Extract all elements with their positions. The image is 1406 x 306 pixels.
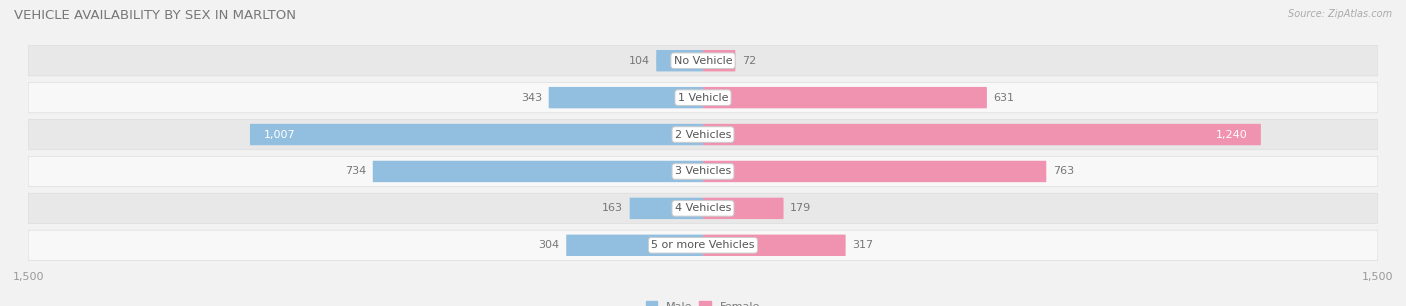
Text: 2 Vehicles: 2 Vehicles [675, 129, 731, 140]
Text: 4 Vehicles: 4 Vehicles [675, 203, 731, 213]
Text: 3 Vehicles: 3 Vehicles [675, 166, 731, 177]
Text: Source: ZipAtlas.com: Source: ZipAtlas.com [1288, 9, 1392, 19]
Text: 317: 317 [852, 240, 873, 250]
FancyBboxPatch shape [28, 83, 1378, 113]
FancyBboxPatch shape [28, 119, 1378, 150]
Text: 343: 343 [520, 93, 541, 103]
Text: 72: 72 [742, 56, 756, 66]
FancyBboxPatch shape [703, 124, 1261, 145]
FancyBboxPatch shape [703, 198, 783, 219]
FancyBboxPatch shape [548, 87, 703, 108]
Text: 304: 304 [538, 240, 560, 250]
FancyBboxPatch shape [567, 235, 703, 256]
Text: 104: 104 [628, 56, 650, 66]
Text: 1,240: 1,240 [1216, 129, 1247, 140]
FancyBboxPatch shape [703, 161, 1046, 182]
FancyBboxPatch shape [703, 50, 735, 71]
FancyBboxPatch shape [703, 235, 845, 256]
Text: 1,007: 1,007 [263, 129, 295, 140]
Text: 734: 734 [344, 166, 366, 177]
FancyBboxPatch shape [250, 124, 703, 145]
FancyBboxPatch shape [28, 230, 1378, 260]
FancyBboxPatch shape [373, 161, 703, 182]
FancyBboxPatch shape [28, 46, 1378, 76]
FancyBboxPatch shape [28, 193, 1378, 223]
FancyBboxPatch shape [657, 50, 703, 71]
Legend: Male, Female: Male, Female [643, 298, 763, 306]
Text: No Vehicle: No Vehicle [673, 56, 733, 66]
Text: 763: 763 [1053, 166, 1074, 177]
Text: 163: 163 [602, 203, 623, 213]
FancyBboxPatch shape [630, 198, 703, 219]
Text: 631: 631 [994, 93, 1015, 103]
Text: 5 or more Vehicles: 5 or more Vehicles [651, 240, 755, 250]
Text: 179: 179 [790, 203, 811, 213]
FancyBboxPatch shape [28, 156, 1378, 187]
FancyBboxPatch shape [703, 87, 987, 108]
Text: VEHICLE AVAILABILITY BY SEX IN MARLTON: VEHICLE AVAILABILITY BY SEX IN MARLTON [14, 9, 297, 22]
Text: 1 Vehicle: 1 Vehicle [678, 93, 728, 103]
